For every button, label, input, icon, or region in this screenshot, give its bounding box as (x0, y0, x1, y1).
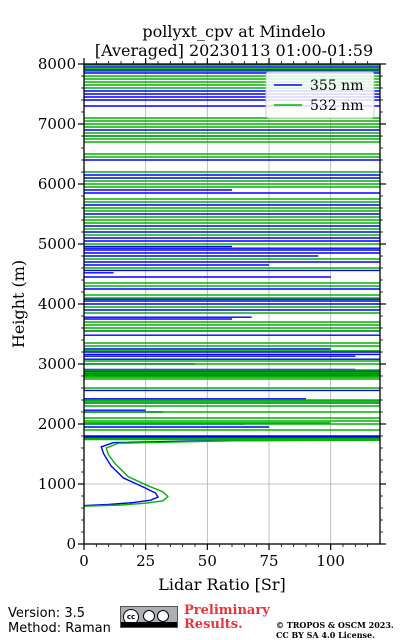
x-tick-label: 50 (198, 552, 217, 570)
legend-label-1: 532 nm (310, 98, 363, 114)
chart-title-line1: pollyxt_cpv at Mindelo (142, 22, 326, 41)
y-tick-label: 6000 (38, 175, 76, 193)
method-text: Method: Raman (8, 621, 111, 636)
preliminary-label-line2: Results. (184, 617, 243, 632)
x-tick-label: 75 (259, 552, 278, 570)
x-tick-label: 0 (79, 552, 89, 570)
sa-icon (157, 610, 169, 622)
series-1-profile (83, 439, 381, 507)
cc-by-sa-logo-icon: cc (120, 606, 178, 628)
x-axis-label: Lidar Ratio [Sr] (158, 575, 286, 594)
preliminary-label-line1: Preliminary (184, 603, 270, 618)
x-tick-label: 100 (316, 552, 345, 570)
y-tick-label: 3000 (38, 355, 76, 373)
copyright-line1: © TROPOS & OSCM 2023. (276, 620, 394, 630)
series-0-profile (83, 439, 381, 507)
y-tick-label: 5000 (38, 235, 76, 253)
y-tick-label: 0 (66, 535, 76, 553)
legend-label-0: 355 nm (310, 78, 363, 94)
chart-title-line2: [Averaged] 20230113 01:00-01:59 (94, 41, 374, 60)
y-tick-label: 7000 (38, 115, 76, 133)
x-tick-label: 25 (136, 552, 155, 570)
y-axis-label: Height (m) (9, 260, 28, 348)
y-tick-label: 2000 (38, 415, 76, 433)
copyright-line2: CC BY SA 4.0 License. (276, 630, 375, 640)
version-text: Version: 3.5 (8, 606, 85, 621)
y-tick-label: 4000 (38, 295, 76, 313)
by-icon (143, 610, 155, 622)
y-tick-label: 1000 (38, 475, 76, 493)
legend-box (265, 71, 375, 119)
y-tick-label: 8000 (38, 55, 76, 73)
cc-icon: cc (123, 609, 139, 625)
